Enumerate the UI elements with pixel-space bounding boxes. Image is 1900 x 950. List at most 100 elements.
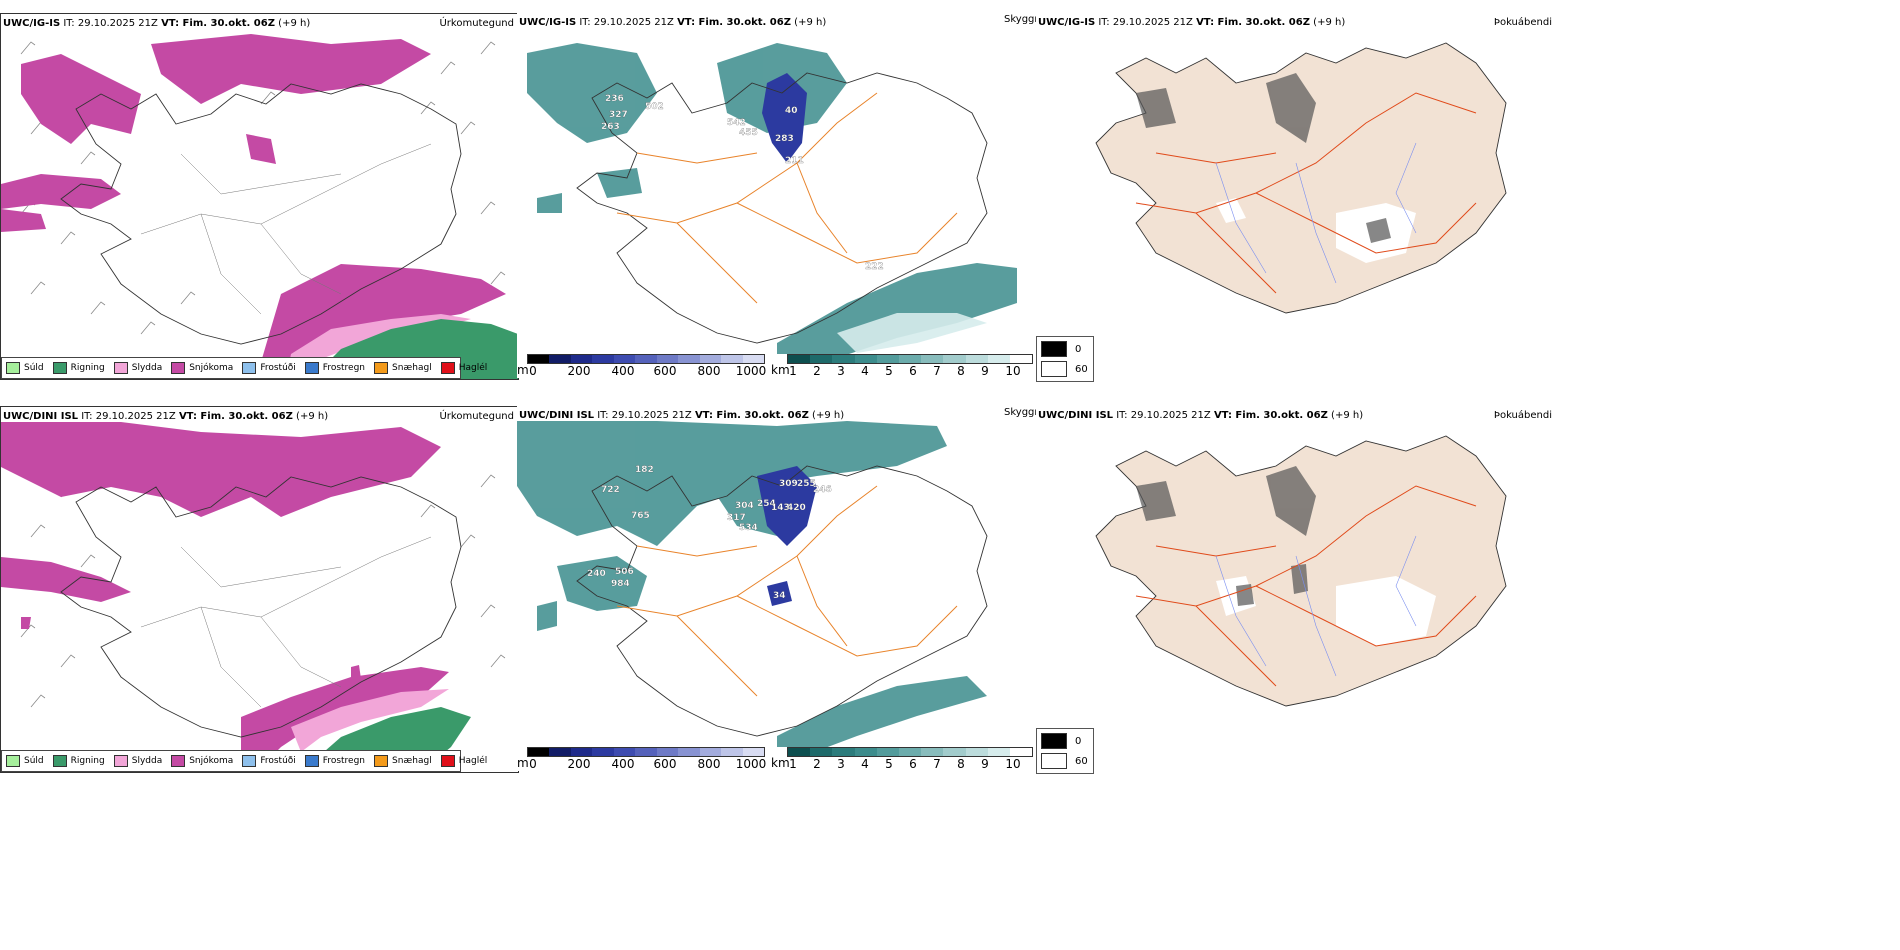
cloud-base-labels: 236 502 327 263 542 455 283 211 222 40 [601,94,884,272]
init-time: IT: 29.10.2025 21Z [1116,410,1211,421]
panel-title: Skyggni [1004,407,1044,418]
tick-label: 600 [653,757,677,771]
cloud-base-label: 222 [865,262,884,272]
iceland-outline [60,476,462,738]
tick-label: 1000 [735,364,767,378]
cloud-base-label: 40 [785,106,798,116]
valid-time: VT: Fim. 30.okt. 06Z [1196,17,1310,28]
legend-swatch [1041,341,1067,357]
cloud-base-label: 34 [773,591,786,601]
valid-time: VT: Fim. 30.okt. 06Z [694,410,809,421]
legend-label: Súld [24,756,44,766]
colorbar-cells [527,747,765,757]
tick-label: 200 [567,757,591,771]
tick-label: 1 [789,757,797,771]
valid-time: VT: Fim. 30.okt. 06Z [1213,410,1328,421]
legend-item: Snjókoma [171,755,233,767]
fog-panel-row2: UWC/DINI ISL IT: 29.10.2025 21Z VT: Fim.… [1036,406,1556,726]
precip-map-row1 [1,34,518,379]
tick-label: 800 [697,364,721,378]
tick-label: 400 [611,757,635,771]
legend-swatch [304,362,319,374]
cloud-base-label: 420 [787,503,806,513]
roads [1135,92,1477,294]
panel-header: UWC/DINI ISL IT: 29.10.2025 21Z VT: Fim.… [519,410,844,421]
cloud-base-labels: 182 722 765 304 254 309 255 246 143 420 … [587,465,832,601]
legend-swatch [6,755,20,767]
legend-label: Slydda [131,363,163,373]
panel-title: Skyggni [1004,14,1044,25]
cloud-base-label: 236 [605,94,624,104]
legend-label: 0 [1075,343,1082,355]
iceland-outline [576,465,988,737]
legend-swatch [1041,361,1067,377]
iceland-outline [576,72,988,344]
legend-label: Snæhagl [392,363,432,373]
tick-label: 7 [933,757,941,771]
legend-item: Rigning [52,755,105,767]
fog-map-row2 [1095,435,1507,707]
panel-header: UWC/DINI ISL IT: 29.10.2025 21Z VT: Fim.… [3,411,328,422]
colorbar-ticks: 0 200 400 600 800 1000 [517,364,767,378]
roads [140,143,432,315]
panel-header: UWC/DINI ISL IT: 29.10.2025 21Z VT: Fim.… [1038,410,1363,421]
lead-time: (+9 h) [812,410,845,421]
legend-item: 0 [1041,733,1089,749]
cloud-base-area [762,73,807,163]
colorbar-ticks: 0 200 400 600 800 1000 [517,757,767,771]
legend-item: Haglél [440,755,487,767]
fog-map-row1 [1095,42,1507,314]
legend-swatch [374,362,389,374]
cloud-base-label: 506 [615,567,634,577]
legend-item: 60 [1041,753,1089,769]
roads [1135,485,1477,687]
tick-label: 4 [861,364,869,378]
legend-label: Rigning [70,363,105,373]
legend-swatch [440,755,455,767]
legend-swatch [113,362,128,374]
colorbar-unit: m [517,363,529,377]
cloud-base-label: 246 [813,485,832,495]
panel-header: UWC/IG-IS IT: 29.10.2025 21Z VT: Fim. 30… [1038,17,1345,28]
visibility-panel-row2: 182 722 765 304 254 309 255 246 143 420 … [517,406,1036,771]
tick-label: 9 [981,757,989,771]
legend-swatch [171,362,186,374]
legend-swatch [171,755,186,767]
panel-title: Úrkomutegund [439,18,514,29]
height-colorbar: m 0 200 400 600 800 1000 [517,747,767,771]
model-name: UWC/DINI ISL [3,411,79,422]
legend-label: Snæhagl [392,756,432,766]
tick-label: 800 [697,757,721,771]
legend-label: Frostúði [260,363,296,373]
height-colorbar: m 0 200 400 600 800 1000 [517,354,767,378]
legend-swatch [440,362,455,374]
tick-label: 5 [885,757,893,771]
km-colorbar: km 1 2 3 4 5 6 7 8 9 10 [771,354,1035,378]
legend-swatch [1041,733,1067,749]
colorbar-unit: km [771,756,790,770]
tick-label: 6 [909,364,917,378]
cloud-base-label: 327 [609,110,628,120]
tick-label: 9 [981,364,989,378]
tick-label: 2 [813,364,821,378]
fog-areas [1136,73,1391,243]
roads [140,536,432,708]
tick-label: 0 [529,757,537,771]
tick-label: 2 [813,757,821,771]
tick-label: 400 [611,364,635,378]
tick-label: 4 [861,757,869,771]
legend-item: Snæhagl [374,362,432,374]
cloud-base-label: 211 [785,156,804,166]
legend-label: 60 [1075,755,1088,767]
tick-label: 10 [1005,364,1021,378]
legend-item: Haglél [440,362,487,374]
fog-panel-row1: UWC/IG-IS IT: 29.10.2025 21Z VT: Fim. 30… [1036,13,1556,333]
legend-swatch [113,755,128,767]
colorbar-ticks: 1 2 3 4 5 6 7 8 9 10 [771,364,1035,378]
legend-swatch [304,755,319,767]
model-name: UWC/IG-IS [1038,17,1096,28]
legend-item: Slydda [113,362,163,374]
iceland-outline [60,83,462,345]
legend-item: 60 [1041,361,1089,377]
legend-item: Snjókoma [171,362,233,374]
